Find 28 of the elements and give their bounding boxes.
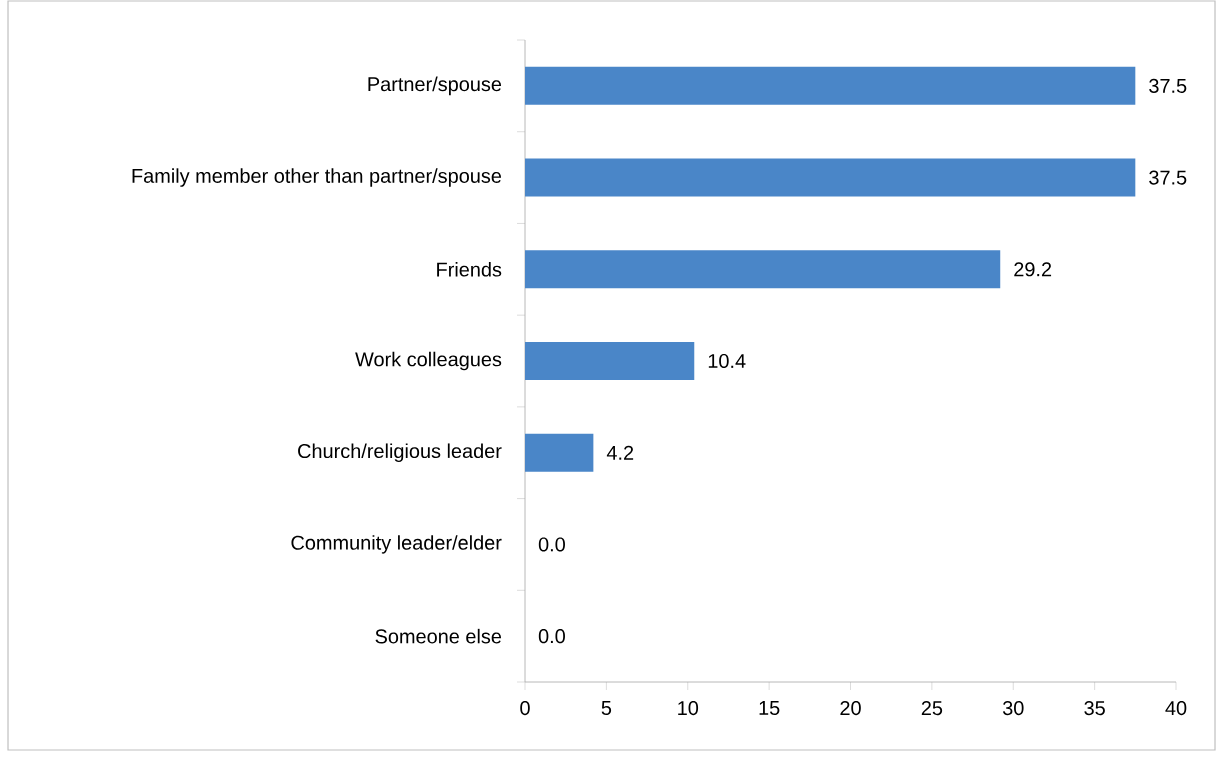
x-tick-label: 30 <box>1002 701 1024 716</box>
x-tick-label: 15 <box>759 701 780 715</box>
x-tick-label: 35 <box>1084 701 1105 716</box>
data-label: 10.4 <box>708 353 746 369</box>
y-tick-label: Family member other than partner/spouse <box>132 168 502 187</box>
x-tick-label: 5 <box>601 701 612 715</box>
data-label: 37.5 <box>1149 78 1187 93</box>
x-tick-label: 20 <box>840 701 861 716</box>
bar <box>525 250 1001 289</box>
x-tick-label: 25 <box>921 701 943 716</box>
y-tick-label: Church/religious leader <box>298 443 502 462</box>
data-label: 0.0 <box>538 629 565 644</box>
x-tick-label: 0 <box>520 701 530 716</box>
y-tick-label: Community leader/elder <box>291 535 502 554</box>
x-tick-label: 10 <box>678 701 699 716</box>
data-label: 4.2 <box>606 445 634 460</box>
bar <box>525 433 594 472</box>
bar <box>525 342 695 381</box>
bar <box>525 66 1136 105</box>
x-tick-label: 40 <box>1165 701 1187 716</box>
y-tick-label: Someone else <box>375 628 502 644</box>
data-label: 0.0 <box>538 537 565 552</box>
y-tick-label: Friends <box>437 261 502 277</box>
y-tick-label: Partner/spouse <box>368 76 502 96</box>
y-tick-label: Work colleagues <box>355 351 502 371</box>
data-label: 37.5 <box>1149 170 1187 185</box>
data-label: 29.2 <box>1014 262 1052 277</box>
bar <box>525 158 1136 197</box>
